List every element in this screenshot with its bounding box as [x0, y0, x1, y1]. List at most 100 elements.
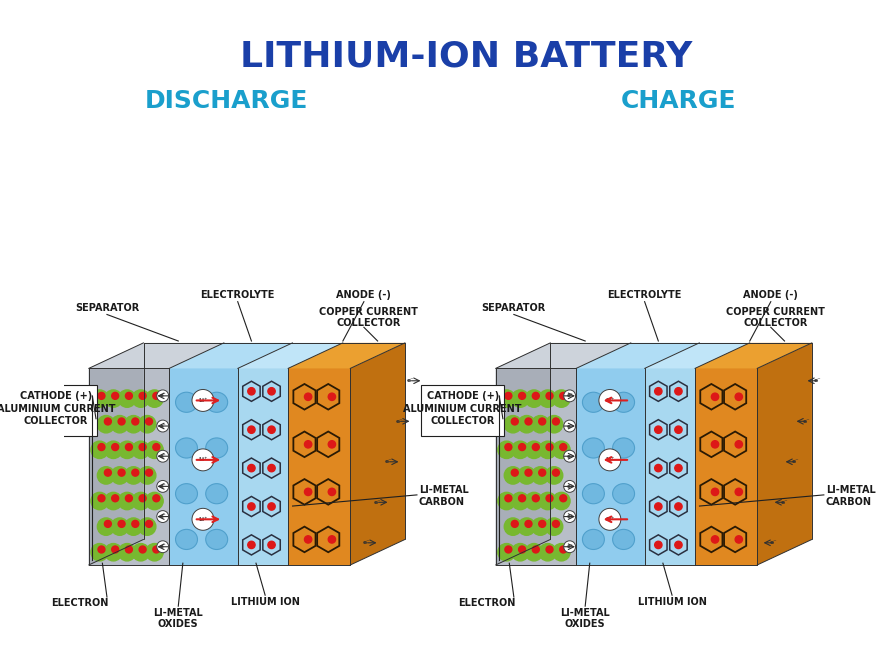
Circle shape [553, 493, 570, 510]
Circle shape [505, 495, 512, 502]
Circle shape [105, 521, 112, 527]
Polygon shape [495, 343, 550, 565]
Circle shape [498, 493, 515, 510]
Circle shape [532, 518, 549, 535]
Polygon shape [645, 343, 750, 368]
Circle shape [518, 443, 525, 451]
Text: ANODE (-): ANODE (-) [336, 290, 392, 300]
Ellipse shape [175, 392, 197, 413]
Circle shape [553, 521, 560, 527]
Circle shape [248, 426, 255, 434]
Circle shape [112, 392, 119, 400]
Circle shape [105, 418, 112, 425]
Ellipse shape [175, 483, 197, 504]
Circle shape [91, 390, 108, 407]
Circle shape [675, 464, 682, 472]
Circle shape [98, 443, 105, 451]
Text: OXIDES: OXIDES [565, 620, 605, 629]
Text: Li⁺: Li⁺ [198, 517, 208, 522]
Circle shape [91, 441, 108, 458]
Circle shape [539, 469, 546, 476]
Circle shape [511, 418, 518, 425]
Circle shape [125, 467, 143, 484]
Circle shape [105, 469, 112, 476]
Circle shape [105, 441, 122, 458]
Text: LI-METAL: LI-METAL [419, 485, 468, 495]
Circle shape [546, 415, 563, 433]
FancyBboxPatch shape [421, 385, 504, 436]
Circle shape [504, 467, 522, 484]
Ellipse shape [583, 529, 605, 550]
Circle shape [511, 441, 529, 458]
Text: e⁻: e⁻ [803, 419, 810, 424]
Circle shape [132, 521, 139, 527]
Polygon shape [238, 368, 288, 565]
Text: COLLECTOR: COLLECTOR [430, 417, 495, 426]
Circle shape [119, 390, 136, 407]
Circle shape [248, 464, 255, 472]
Text: e⁻: e⁻ [363, 540, 370, 546]
Ellipse shape [583, 438, 605, 458]
Circle shape [98, 392, 105, 400]
Circle shape [98, 518, 114, 535]
Text: e⁻: e⁻ [814, 379, 821, 383]
Circle shape [539, 544, 556, 561]
Text: COPPER CURRENT: COPPER CURRENT [726, 307, 825, 317]
Circle shape [553, 441, 570, 458]
Polygon shape [89, 343, 224, 368]
Text: LI-METAL: LI-METAL [561, 608, 610, 618]
Circle shape [711, 536, 719, 543]
Circle shape [112, 546, 119, 553]
Text: ALUMINIUM CURRENT: ALUMINIUM CURRENT [403, 403, 522, 414]
Circle shape [675, 426, 682, 434]
Circle shape [118, 418, 125, 425]
Text: e⁻: e⁻ [159, 394, 166, 398]
Circle shape [711, 488, 719, 496]
Circle shape [132, 544, 150, 561]
Circle shape [532, 415, 549, 433]
Polygon shape [695, 368, 757, 565]
Circle shape [248, 541, 255, 549]
Circle shape [560, 495, 567, 502]
Circle shape [564, 450, 576, 462]
Circle shape [599, 449, 621, 471]
Text: ELECTROLYTE: ELECTROLYTE [201, 290, 275, 300]
Circle shape [146, 493, 163, 510]
Circle shape [525, 493, 543, 510]
Text: ANODE (-): ANODE (-) [744, 290, 798, 300]
Circle shape [157, 511, 169, 523]
Polygon shape [495, 343, 631, 368]
Circle shape [553, 544, 570, 561]
Circle shape [91, 493, 108, 510]
Circle shape [511, 544, 529, 561]
Circle shape [525, 544, 543, 561]
Circle shape [98, 495, 105, 502]
Circle shape [157, 541, 169, 553]
Circle shape [505, 392, 512, 400]
Circle shape [328, 536, 335, 543]
Circle shape [91, 544, 108, 561]
Circle shape [192, 508, 214, 531]
Text: CHARGE: CHARGE [620, 88, 737, 113]
Circle shape [532, 392, 539, 400]
Circle shape [153, 443, 160, 451]
Circle shape [138, 415, 156, 433]
Circle shape [304, 536, 312, 543]
Polygon shape [695, 343, 812, 368]
Text: e⁻: e⁻ [781, 500, 788, 505]
Text: e⁻: e⁻ [567, 514, 573, 519]
Circle shape [546, 546, 553, 553]
Circle shape [655, 426, 662, 434]
Ellipse shape [583, 483, 605, 504]
Polygon shape [169, 343, 292, 368]
Circle shape [105, 544, 122, 561]
Circle shape [157, 390, 169, 402]
Circle shape [126, 546, 132, 553]
Circle shape [564, 481, 576, 493]
Circle shape [118, 469, 125, 476]
Text: e⁻: e⁻ [770, 540, 777, 546]
Circle shape [157, 481, 169, 493]
Circle shape [525, 390, 543, 407]
Circle shape [735, 536, 743, 543]
Circle shape [132, 418, 139, 425]
